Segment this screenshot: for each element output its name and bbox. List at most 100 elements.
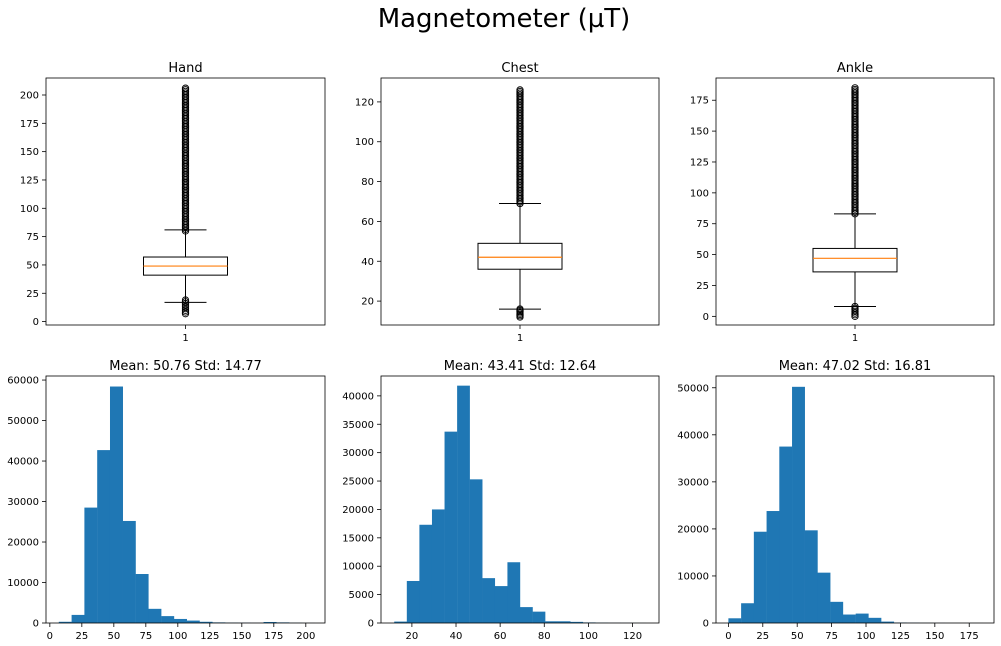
histogram-bar (173, 618, 187, 623)
x-tick-label: 50 (107, 631, 120, 642)
y-tick-label: 10000 (677, 571, 709, 582)
histogram-bar (148, 608, 162, 623)
histogram-bar (97, 450, 111, 623)
histogram-bar (868, 617, 882, 623)
y-tick-label: 175 (20, 119, 39, 130)
y-tick-label: 50000 (677, 383, 709, 394)
histogram-bar (482, 578, 496, 623)
y-tick-label: 5000 (349, 590, 374, 601)
histogram-bar (122, 520, 136, 623)
axes-frame (715, 375, 995, 624)
subplot-5: Mean: 43.41 Std: 12.64 0 5000 10000 15000 200… (342, 359, 660, 642)
histogram-bar (58, 621, 72, 623)
y-tick-label: 75 (26, 232, 39, 243)
y-tick-label: 30000 (7, 497, 39, 508)
y-tick-label: 40000 (677, 430, 709, 441)
x-tick-label: 150 (232, 631, 251, 642)
outlier-low (516, 305, 524, 313)
histogram-bar (753, 531, 767, 623)
histogram-bar (881, 621, 895, 623)
y-tick-label: 120 (355, 97, 374, 108)
x-tick-label: 100 (579, 631, 598, 642)
y-tick-label: 20000 (7, 538, 39, 549)
x-tick-label: 125 (200, 631, 219, 642)
outlier-low (181, 296, 190, 304)
histogram-bar (457, 385, 470, 623)
histogram-bar (394, 621, 408, 623)
outlier-low (851, 302, 859, 311)
outlier-high (516, 86, 524, 94)
subplot-title: Hand (168, 61, 202, 76)
histogram-bar (817, 572, 831, 623)
outlier-high (851, 84, 859, 92)
y-tick-label: 50 (26, 260, 39, 271)
y-tick-label: 30000 (342, 448, 374, 459)
y-tick-label: 20000 (677, 524, 709, 535)
x-tick-label: 175 (960, 631, 979, 642)
subplot-title: Ankle (837, 61, 873, 76)
y-tick-label: 100 (690, 188, 709, 199)
y-tick-label: 25 (696, 281, 709, 292)
x-tick-label: 150 (925, 631, 944, 642)
y-tick-label: 40000 (7, 457, 39, 468)
histogram-bar (792, 386, 805, 623)
x-tick-label: 80 (538, 631, 551, 642)
x-tick-label: 125 (891, 631, 910, 642)
y-tick-label: 25 (26, 289, 39, 300)
histogram-bar (728, 618, 742, 623)
x-tick-label: 60 (494, 631, 507, 642)
x-tick-label: 50 (791, 631, 804, 642)
subplot-title: Chest (501, 61, 538, 76)
x-tick-label: 1 (517, 333, 523, 344)
histogram-bar (419, 524, 433, 623)
histogram-bar (263, 621, 277, 623)
figure-title: Magnetometer (µT) (378, 4, 631, 34)
y-tick-label: 125 (20, 175, 39, 186)
y-tick-label: 40 (361, 257, 374, 268)
axes-frame (380, 375, 660, 624)
subplot-title: Mean: 43.41 Std: 12.64 (444, 359, 597, 374)
subplot-4: Mean: 50.76 Std: 14.77 0 10000 20000 30000 40… (7, 359, 326, 642)
y-tick-label: 30000 (677, 477, 709, 488)
x-tick-label: 1 (852, 333, 858, 344)
y-tick-label: 25000 (342, 477, 374, 488)
axes-frame (45, 375, 326, 624)
x-tick-label: 1 (182, 333, 188, 344)
x-tick-label: 120 (623, 631, 642, 642)
y-tick-label: 200 (20, 90, 39, 101)
x-tick-label: 0 (47, 631, 53, 642)
histogram-bar (804, 530, 818, 623)
histogram-bar (71, 614, 85, 623)
histogram-bar (741, 603, 755, 623)
y-tick-label: 20000 (342, 505, 374, 516)
x-tick-label: 175 (264, 631, 283, 642)
histogram-bar (855, 613, 869, 623)
x-tick-label: 0 (725, 631, 731, 642)
histogram-bar (406, 580, 420, 623)
x-tick-label: 20 (406, 631, 419, 642)
outlier-high (181, 84, 190, 92)
y-tick-label: 50000 (7, 416, 39, 427)
histogram-bar (161, 616, 175, 623)
histogram-bar (469, 479, 483, 623)
y-tick-label: 100 (20, 204, 39, 215)
subplot-1: Hand 0 25 50 75 100 125 150 175 200 1 (20, 61, 326, 344)
histogram-bar (532, 611, 546, 623)
box (477, 242, 563, 270)
histogram-bar (494, 586, 508, 623)
y-tick-label: 0 (703, 619, 709, 630)
y-tick-label: 60 (361, 217, 374, 228)
subplot-3: Ankle 0 25 50 75 100 125 150 175 1 (690, 61, 995, 344)
histogram-bar (109, 386, 123, 623)
y-tick-label: 20 (361, 297, 374, 308)
y-tick-label: 150 (20, 147, 39, 158)
y-tick-label: 35000 (342, 420, 374, 431)
y-tick-label: 60000 (7, 376, 39, 387)
histogram-bar (199, 621, 213, 623)
y-tick-label: 100 (355, 137, 374, 148)
y-tick-label: 40000 (342, 391, 374, 402)
histogram-bar (545, 621, 558, 623)
axes-frame (715, 77, 995, 326)
box (812, 247, 898, 273)
